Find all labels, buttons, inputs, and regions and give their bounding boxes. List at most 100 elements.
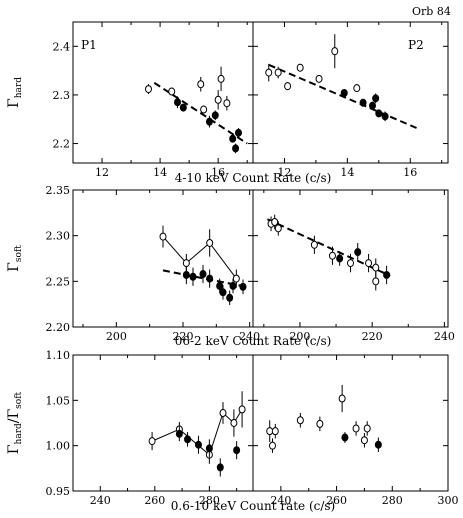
row1-panel2-filled-point-0 [340,88,348,97]
row1-panel2-filled-point-4 [375,109,383,118]
orb-label: Orb 84 [412,5,451,18]
row2-panel1-xtick-label-0: 200 [106,330,127,343]
row3-panel2-open-point-6 [352,424,360,433]
row2-panel2-open-point-7 [372,263,380,272]
row2-panel2-xtick-label-1: 220 [362,330,383,343]
row3-ytick-label-1: 1.00 [46,440,71,453]
row2-panel1-xtick-label-2: 240 [239,330,260,343]
row1-panel1-filled-point-4 [232,144,240,153]
row3-panel2-filled-point-0 [341,433,349,442]
row3-panel1-open-point-0 [148,437,156,446]
row2-panel2-xtick-label-0: 200 [289,330,310,343]
row3-panel1-open-point-3 [219,409,227,418]
row2-panel1-filled-point-3 [206,274,214,283]
row2-panel2-open-point-6 [365,259,373,268]
row1-panel1-label: P1 [81,38,97,52]
row1-panel1-open-point-2 [197,80,205,89]
row3-panel1-filled-point-2 [194,440,202,449]
row1-panel1-open-point-0 [144,85,152,94]
row2-panel2-open-point-4 [328,251,336,260]
row2-ytick-label-1: 2.25 [46,275,71,288]
row3-panel2-xtick-label-1: 260 [326,494,347,507]
row3-ylabel: Γhard/Γsoft [6,391,24,454]
row3-panel1-open-point-4 [230,419,238,427]
row1-panel2-open-point-0 [265,68,273,77]
row3-panel2-open-point-4 [316,419,324,428]
row3-panel2-open-point-8 [363,424,371,433]
row1-panel1-filled-point-2 [205,117,213,126]
row3-panel2-open-point-7 [360,436,368,445]
row3-panel1-open-point-5 [238,405,246,414]
row1-panel2-open-point-4 [315,74,323,83]
row2-panel1-filled-point-0 [182,270,190,279]
row1-panel2-open-point-3 [296,63,304,72]
row1-panel2-filled-point-3 [372,94,380,103]
row3-panel1-frame [72,354,254,492]
row1-ytick-label-2: 2.4 [53,40,71,53]
row1-panel1-open-point-5 [217,74,225,83]
row2-panel2-filled-point-2 [383,270,391,279]
row2-ytick-label-0: 2.20 [46,321,71,334]
row3-panel1-xtick-label-1: 260 [144,494,165,507]
row3-panel1-xtick-label-2: 280 [199,494,220,507]
row1-panel1-open-point-4 [214,95,222,104]
row1-panel2-xtick-label-0: 12 [277,166,291,179]
row2-panel2-trend-line [267,218,391,277]
row1-panel1-trend-line [153,81,248,145]
row3-panel2-xtick-label-3: 300 [438,494,459,507]
row1-panel1-open-point-1 [168,87,176,96]
row2-panel1-filled-point-7 [229,281,237,290]
row1-panel2-open-point-5 [331,47,339,56]
row2-panel2-filled-point-0 [336,254,344,263]
row2-panel1-open-point-0 [159,232,167,241]
row2-panel2-xtick-label-2: 240 [434,330,455,343]
row3-panel2-open-point-3 [296,416,304,425]
row1-panel1-filled-point-1 [179,103,187,112]
row3-panel2-open-point-1 [269,441,276,450]
row3-panel1-filled-point-3 [205,444,213,453]
row1-panel1-open-point-3 [200,105,208,114]
row1-panel1-frame [72,21,254,164]
row3-panel2-open-point-2 [271,427,279,436]
row1-panel2-filled-point-1 [359,98,367,107]
row3-panel1-filled-point-0 [175,429,183,438]
row1-panel1-xtick-label-2: 16 [211,166,225,179]
row3-panel1-filled-point-5 [233,446,241,455]
row1-ylabel: Γhard [6,77,24,108]
row1-panel1-xtick-label-1: 14 [153,166,167,179]
row2-panel2-filled-point-1 [354,248,362,257]
row3-ytick-label-0: 0.95 [46,485,71,498]
row3-ytick-label-2: 1.05 [46,394,71,407]
row3-panel1-filled-point-4 [216,463,224,472]
row2-panel1-filled-point-4 [216,281,224,290]
row2-panel1-filled-point-2 [199,270,207,279]
row1-panel1-filled-point-5 [234,128,242,137]
row2-xlabel: 06-2 keV Count Rate (c/s) [175,334,332,348]
row1-panel2-label: P2 [408,38,424,52]
row3-panel2-xtick-label-2: 280 [382,494,403,507]
row1-panel2-frame [252,21,449,164]
row2-ylabel: Γsoft [6,245,24,272]
row2-panel2-open-point-2 [274,224,282,233]
row2-panel1-open-point-1 [182,259,190,268]
row2-panel1-filled-point-1 [189,272,197,281]
row1-panel1-filled-point-6 [229,134,237,143]
row3-panel2-frame [252,354,449,492]
row1-panel1-filled-point-0 [174,98,182,107]
row3-panel1-filled-point-1 [184,435,192,444]
row3-panel2-filled-point-1 [374,440,382,449]
row2-panel2-open-point-3 [310,240,318,249]
row2-panel2-open-point-8 [372,277,380,286]
row1-panel2-filled-point-2 [369,101,377,110]
row1-panel2-xtick-label-1: 14 [340,166,354,179]
row1-ytick-label-0: 2.2 [53,138,71,151]
row2-panel1-filled-point-8 [239,282,247,291]
row2-ytick-label-2: 2.30 [46,230,71,243]
row2-panel1-open-point-2 [206,238,214,247]
row2-panel1-connector-line [162,236,237,279]
row3-ytick-label-3: 1.10 [46,349,71,362]
row3-xlabel: 0.6-10 keV Count rate (c/s) [171,499,336,513]
row1-panel2-xtick-label-2: 16 [403,166,417,179]
row3-panel2-open-point-5 [338,394,346,403]
